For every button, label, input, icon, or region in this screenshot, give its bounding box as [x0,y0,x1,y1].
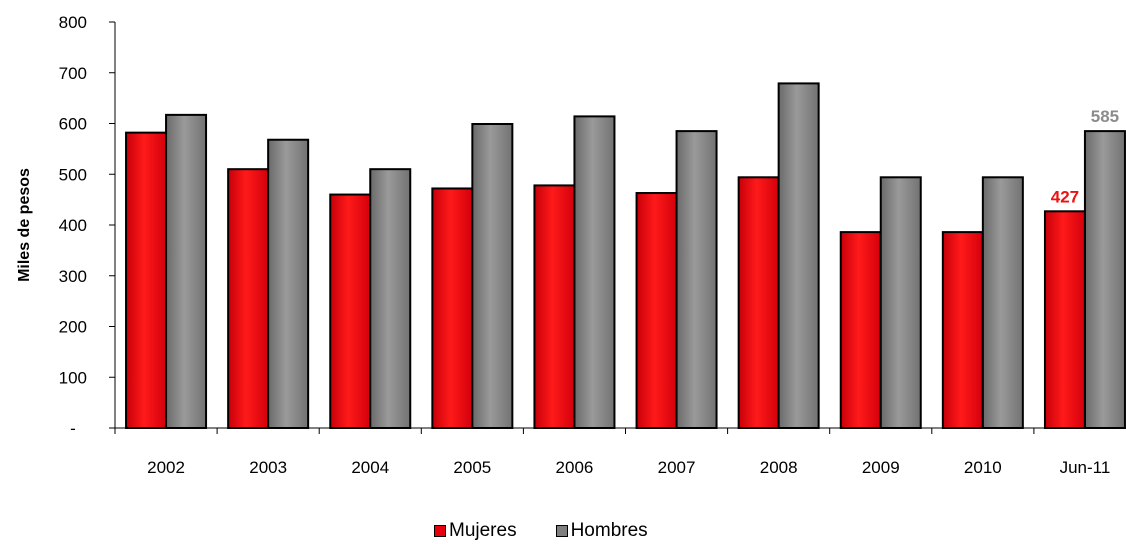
x-tick-label: 2005 [453,458,491,477]
x-tick-label: Jun-11 [1060,458,1111,477]
bar-hombres-2005 [471,123,514,429]
legend-swatch-mujeres [434,525,446,537]
y-tick-label: 200 [59,318,87,337]
x-tick-label: 2007 [658,458,696,477]
bar-mujeres-2007 [635,192,678,429]
x-tick-label: 2010 [964,458,1002,477]
bar-mujeres-2009 [839,231,882,429]
bar-hombres-2008 [777,82,820,429]
bar-mujeres-2010 [941,231,984,429]
bars [125,82,1126,430]
y-tick-label: 700 [59,64,87,83]
bar-mujeres-2004 [329,193,372,429]
legend-item-mujeres: Mujeres [434,520,517,542]
y-tick-label: 800 [59,13,87,32]
y-tick-label: 100 [59,368,87,387]
legend-label-mujeres: Mujeres [449,520,517,541]
x-tick-label: 2006 [556,458,594,477]
bar-mujeres-2008 [737,176,780,429]
x-tick-label: 2008 [760,458,798,477]
bar-mujeres-2005 [431,187,474,429]
bar-hombres-2007 [675,130,718,430]
y-tick-label: - [70,419,76,438]
legend-swatch-hombres [555,525,568,537]
x-tick-label: 2004 [351,458,389,477]
y-axis-ticks: - 100 200 300 400 500 600 700 800 [59,13,115,438]
y-tick-label: 600 [59,115,87,134]
bar-mujeres-jun-11 [1043,210,1086,429]
legend-item-hombres: Hombres [555,520,648,542]
x-axis-ticks: 2002 2003 2004 2005 2006 2007 2008 2009 2010 Jun-… [114,428,1111,477]
y-tick-label: 300 [59,267,87,286]
bar-hombres-2003 [267,138,310,430]
bar-hombres-2009 [879,176,922,429]
bar-hombres-2002 [165,113,208,429]
y-tick-label: 400 [59,216,87,235]
legend-label-hombres: Hombres [570,520,648,541]
x-tick-label: 2002 [147,458,185,477]
y-tick-label: 500 [59,165,87,184]
x-tick-label: 2003 [249,458,287,477]
bar-hombres-2004 [369,168,412,430]
bar-hombres-2010 [981,176,1024,429]
data-labels: 427 585 [1051,107,1119,206]
bar-mujeres-2006 [533,184,576,429]
bar-mujeres-2003 [227,168,270,430]
y-axis-label: Miles de pesos [16,168,33,282]
data-label-mujeres: 427 [1051,187,1079,206]
x-tick-label: 2009 [862,458,900,477]
legend: Mujeres Hombres [434,518,648,544]
bar-hombres-jun-11 [1083,130,1126,430]
bar-mujeres-2002 [125,131,168,429]
data-label-hombres: 585 [1091,107,1119,126]
bar-hombres-2006 [573,115,616,430]
